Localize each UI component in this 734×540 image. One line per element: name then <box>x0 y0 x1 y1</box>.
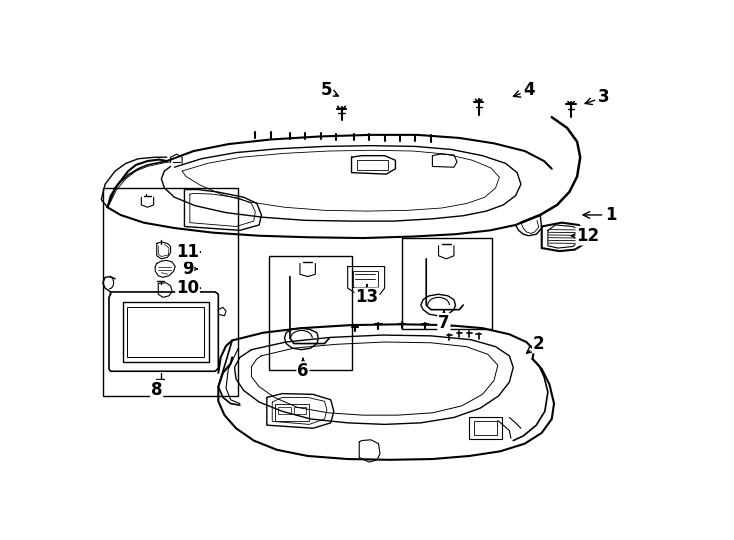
Bar <box>201 204 211 211</box>
Bar <box>294 407 306 414</box>
Bar <box>275 403 309 421</box>
Text: 3: 3 <box>585 88 610 106</box>
Text: 1: 1 <box>583 206 617 224</box>
Text: 13: 13 <box>355 285 379 306</box>
Text: 8: 8 <box>151 380 162 399</box>
Bar <box>474 421 497 435</box>
Text: 6: 6 <box>297 359 309 380</box>
Text: 4: 4 <box>513 81 535 99</box>
Text: 7: 7 <box>438 310 450 332</box>
Text: 12: 12 <box>572 227 600 245</box>
Bar <box>401 238 493 329</box>
Bar <box>128 307 205 357</box>
Bar <box>197 202 228 217</box>
Text: 10: 10 <box>176 279 200 297</box>
Text: 9: 9 <box>182 260 197 278</box>
Text: 2: 2 <box>526 335 545 353</box>
Bar <box>215 204 225 211</box>
Bar <box>357 159 388 170</box>
Bar <box>469 417 501 439</box>
Text: 5: 5 <box>320 81 338 99</box>
Bar <box>353 271 378 287</box>
Bar <box>103 188 238 396</box>
Bar <box>123 302 209 362</box>
Bar <box>269 256 352 370</box>
Bar <box>278 407 291 414</box>
Text: 11: 11 <box>176 243 200 261</box>
